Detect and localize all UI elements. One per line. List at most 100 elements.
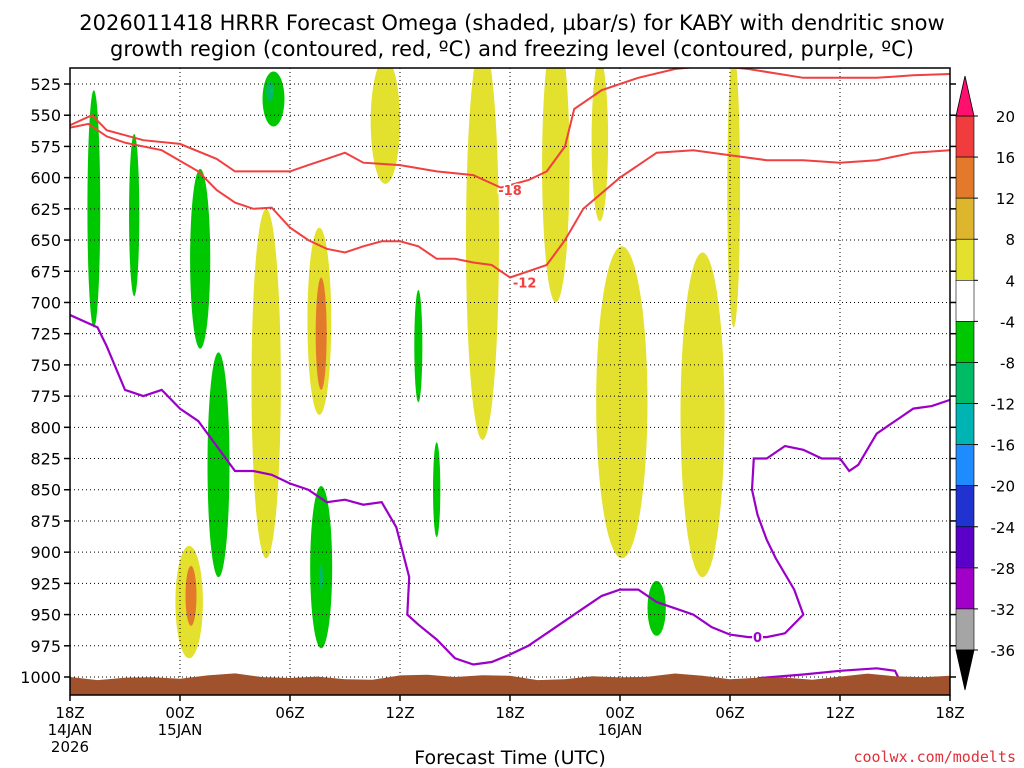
omega-shading bbox=[87, 68, 741, 659]
colorbar-segment bbox=[955, 197, 975, 240]
y-tick-label: 775 bbox=[30, 387, 61, 406]
contour-lines: -18 -12 0 bbox=[70, 68, 950, 680]
omega-descent-region bbox=[596, 246, 648, 559]
colorbar-label: -12 bbox=[991, 396, 1016, 414]
omega-descent-region bbox=[680, 252, 725, 578]
colorbar: 20 16 12 8 4 -4 -8 -12 -16 -20 -24 -28 -32 -36 bbox=[955, 75, 1016, 691]
colorbar-label: 8 bbox=[1005, 231, 1015, 249]
x-tick-time-label: 00Z bbox=[605, 704, 634, 722]
x-tick-date-label: 16JAN bbox=[598, 721, 643, 739]
y-tick-label: 875 bbox=[30, 512, 61, 531]
y-tick-label: 575 bbox=[30, 137, 61, 156]
omega-ascent-region bbox=[319, 564, 323, 590]
y-tick-label: 600 bbox=[30, 169, 61, 188]
x-tick-date-label: 14JAN bbox=[48, 721, 93, 739]
x-tick-time-label: 06Z bbox=[275, 704, 304, 722]
dgz-contour-line bbox=[70, 68, 950, 189]
colorbar-label: 12 bbox=[996, 190, 1015, 208]
plot-area: -18 -12 0 bbox=[70, 68, 950, 695]
y-tick-label: 900 bbox=[30, 543, 61, 562]
colorbar-label: -8 bbox=[1000, 354, 1015, 372]
colorbar-segment bbox=[955, 115, 975, 158]
y-tick-label: 675 bbox=[30, 262, 61, 281]
colorbar-label: -36 bbox=[991, 642, 1016, 660]
colorbar-segment bbox=[955, 321, 975, 363]
x-tick-time-label: 00Z bbox=[165, 704, 194, 722]
colorbar-label: -4 bbox=[1000, 313, 1015, 331]
terrain-band bbox=[70, 673, 950, 695]
colorbar-segment bbox=[955, 156, 975, 199]
x-tick-time-label: 18Z bbox=[55, 704, 84, 722]
x-tick-time-label: 12Z bbox=[825, 704, 854, 722]
colorbar-label: -20 bbox=[991, 478, 1016, 496]
y-tick-label: 800 bbox=[30, 418, 61, 437]
omega-descent-region bbox=[251, 208, 281, 559]
omega-descent-region bbox=[591, 68, 609, 222]
colorbar-label: -24 bbox=[991, 519, 1016, 537]
chart-title-line-2: growth region (contoured, red, ºC) and f… bbox=[110, 37, 914, 61]
omega-ascent-region bbox=[262, 71, 285, 127]
colorbar-label: 20 bbox=[996, 108, 1015, 126]
colorbar-label: -16 bbox=[991, 437, 1016, 455]
x-tick-time-label: 18Z bbox=[495, 704, 524, 722]
x-tick-time-label: 18Z bbox=[935, 704, 964, 722]
omega-ascent-region bbox=[207, 352, 230, 578]
omega-ascent-region bbox=[87, 90, 101, 328]
y-tick-label: 975 bbox=[30, 637, 61, 656]
colorbar-segment bbox=[955, 567, 975, 610]
y-tick-label: 825 bbox=[30, 450, 61, 469]
x-tick-date-label: 15JAN bbox=[158, 721, 203, 739]
omega-descent-region bbox=[466, 68, 499, 440]
omega-ascent-region bbox=[266, 81, 274, 102]
omega-descent-region bbox=[185, 565, 197, 626]
freezing-level-label: 0 bbox=[753, 631, 762, 646]
omega-descent-region bbox=[315, 277, 327, 390]
omega-ascent-region bbox=[129, 133, 140, 297]
omega-ascent-region bbox=[190, 168, 211, 349]
colorbar-top-arrow bbox=[955, 75, 975, 117]
x-axis-title: Forecast Time (UTC) bbox=[414, 747, 605, 768]
dgz-contour-label: -18 bbox=[498, 184, 522, 199]
colorbar-segment bbox=[955, 280, 975, 322]
y-tick-label: 1000 bbox=[20, 668, 61, 687]
y-tick-label: 925 bbox=[30, 574, 61, 593]
omega-ascent-region bbox=[414, 289, 423, 403]
x-tick-time-label: 12Z bbox=[385, 704, 414, 722]
dgz-contour-label: -12 bbox=[513, 276, 537, 291]
y-tick-label: 725 bbox=[30, 325, 61, 344]
y-tick-label: 850 bbox=[30, 481, 61, 500]
freezing-level-surface-segment bbox=[757, 667, 900, 680]
omega-descent-region bbox=[542, 68, 570, 303]
colorbar-segment bbox=[955, 444, 975, 486]
y-tick-label: 550 bbox=[30, 106, 61, 125]
colorbar-segment bbox=[955, 608, 975, 651]
y-tick-label: 525 bbox=[30, 75, 61, 94]
omega-ascent-region bbox=[647, 580, 666, 636]
y-tick-label: 625 bbox=[30, 200, 61, 219]
colorbar-segment bbox=[955, 403, 975, 445]
y-tick-label: 950 bbox=[30, 606, 61, 625]
colorbar-bottom-arrow bbox=[955, 649, 975, 691]
omega-descent-region bbox=[370, 68, 400, 184]
colorbar-segment bbox=[955, 485, 975, 528]
colorbar-label: -28 bbox=[991, 560, 1016, 578]
dgz-contour-line bbox=[70, 122, 950, 279]
x-tick-year-label: 2026 bbox=[51, 738, 89, 756]
freezing-level-contour bbox=[70, 313, 950, 666]
terrain-fill bbox=[70, 673, 950, 695]
chart-title-line-1: 2026011418 HRRR Forecast Omega (shaded, … bbox=[79, 11, 944, 35]
x-tick-time-label: 06Z bbox=[715, 704, 744, 722]
colorbar-segment bbox=[955, 362, 975, 404]
colorbar-label: 16 bbox=[996, 149, 1015, 167]
y-tick-label: 650 bbox=[30, 231, 61, 250]
colorbar-label: -32 bbox=[991, 601, 1016, 619]
y-axis: 525 550 575 600 625 650 675 700 725 750 775 800 825 8… bbox=[20, 75, 956, 687]
credit-link[interactable]: coolwx.com/modelts bbox=[853, 748, 1016, 766]
colorbar-segment bbox=[955, 238, 975, 281]
omega-descent-region bbox=[727, 68, 741, 328]
colorbar-label: 4 bbox=[1005, 272, 1015, 290]
y-tick-label: 750 bbox=[30, 356, 61, 375]
omega-ascent-region bbox=[433, 442, 441, 538]
